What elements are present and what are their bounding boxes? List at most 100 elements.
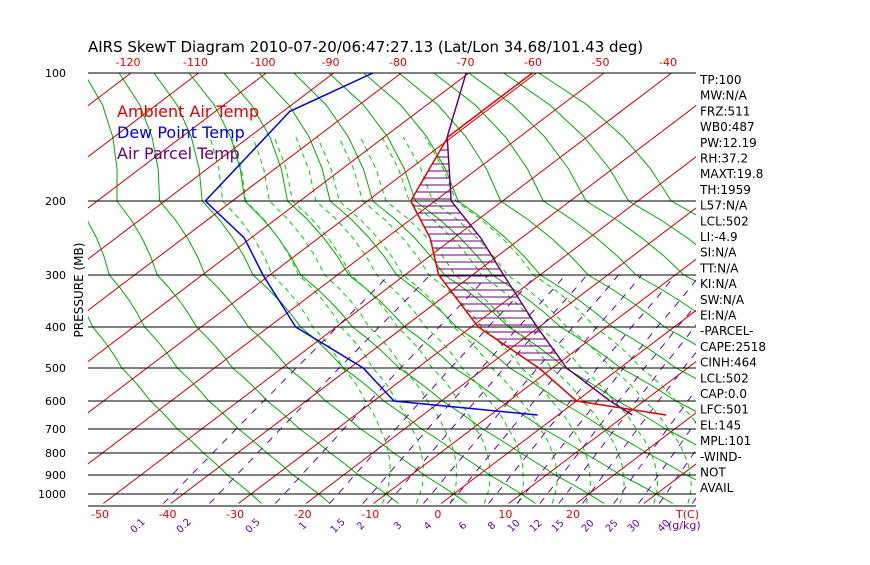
dry-adiabat-line — [88, 220, 331, 504]
index-label: LCL:502 — [700, 371, 749, 385]
isotherm-line — [643, 463, 696, 504]
bottom-temp-tick-label: -30 — [226, 508, 244, 521]
isotherm-line — [88, 73, 335, 260]
isotherm-line — [88, 73, 605, 465]
moist-adiabat-line — [359, 136, 625, 504]
mixing-ratio-line — [638, 421, 696, 504]
isotherm-line — [88, 73, 537, 414]
index-label: LFC:501 — [700, 403, 749, 417]
ambient-temp-line — [409, 73, 667, 416]
dry-adiabat-line — [363, 73, 696, 380]
index-label: MAXT:19.8 — [700, 167, 763, 181]
dry-adiabat-line — [433, 73, 696, 313]
mixing-ratio-line — [329, 274, 537, 504]
mixing-ratio-tick-label: 15 — [550, 518, 567, 535]
mixing-ratio-tick-label: 3 — [392, 520, 404, 532]
isotherm-line — [88, 73, 132, 107]
bottom-temp-tick-label: -50 — [91, 508, 109, 521]
bottom-temp-tick-label: -20 — [294, 508, 312, 521]
index-label: CAP:0.0 — [700, 387, 747, 401]
mixing-ratio-line — [658, 449, 696, 504]
legend-parcel-temp: Air Parcel Temp — [117, 144, 240, 163]
bottom-temp-tick-label: 10 — [498, 508, 512, 521]
mixing-ratio-line — [613, 389, 696, 504]
cape-hatching — [411, 149, 561, 361]
mixing-ratio-line — [209, 274, 431, 504]
mixing-ratio-tick-label: 0.1 — [129, 517, 148, 536]
dry-adiabat-line — [398, 73, 696, 346]
mixing-ratio-line — [274, 274, 489, 504]
index-label: SW:N/A — [700, 293, 745, 307]
top-temp-tick-label: -50 — [592, 56, 610, 69]
pressure-tick-label: 700 — [45, 423, 66, 436]
pressure-tick-label: 100 — [45, 67, 66, 80]
moist-adiabat-line — [273, 136, 491, 504]
dry-adiabat-line — [258, 73, 696, 481]
dry-adiabat-line — [328, 73, 696, 413]
index-label: CAPE:2518 — [700, 340, 766, 354]
mixing-ratio-tick-label: 8 — [486, 520, 498, 532]
index-label: KI:N/A — [700, 277, 737, 291]
index-label: EI:N/A — [700, 309, 737, 323]
mixing-ratio-line — [423, 274, 619, 504]
top-temp-tick-label: -110 — [183, 56, 208, 69]
dry-adiabat-line — [188, 73, 605, 504]
index-label: L57:N/A — [700, 199, 748, 213]
dry-adiabat-line — [468, 73, 696, 283]
index-label: FRZ:511 — [700, 104, 750, 118]
mixing-ratio-tick-label: 1 — [297, 520, 309, 532]
mixing-ratio-tick-label: 25 — [604, 518, 621, 535]
pressure-tick-label: 1000 — [38, 488, 66, 501]
top-temp-tick-label: -100 — [251, 56, 276, 69]
isotherm-line — [88, 73, 470, 363]
index-label: WB0:487 — [700, 120, 755, 134]
isotherm-line — [508, 361, 696, 504]
dewpoint-temp-line — [204, 73, 538, 416]
mixing-ratio-line — [582, 351, 696, 504]
y-axis-label: PRESSURE (MB) — [72, 243, 86, 338]
isotherm-line — [238, 156, 696, 504]
mixing-ratio-tick-label: 4 — [422, 520, 434, 532]
moist-adiabat-line — [209, 136, 391, 504]
pressure-tick-label: 600 — [45, 395, 66, 408]
index-label: TH:1959 — [699, 183, 751, 197]
legend-ambient-temp: Ambient Air Temp — [117, 102, 259, 121]
isotherm-line — [847, 73, 870, 504]
index-label: PW:12.19 — [700, 136, 757, 150]
dry-adiabat-line — [293, 73, 696, 446]
index-label: TT:N/A — [699, 261, 739, 275]
bottom-temp-tick-label: -10 — [361, 508, 379, 521]
index-label: NOT — [700, 466, 726, 480]
skewt-grid — [88, 73, 870, 504]
mixing-ratio-line — [163, 274, 390, 504]
mixing-ratio-line — [488, 274, 676, 504]
pressure-tick-label: 900 — [45, 469, 66, 482]
dry-adiabat-line — [503, 73, 696, 246]
mixing-ratio-unit-label: (g/kg) — [668, 519, 701, 532]
index-label: EL:145 — [700, 418, 741, 432]
top-temp-tick-label: -40 — [659, 56, 677, 69]
index-label: RH:37.2 — [700, 152, 748, 166]
dry-adiabat-line — [153, 73, 536, 504]
index-label: MPL:101 — [700, 434, 751, 448]
temp-unit-label: T(C) — [675, 508, 699, 521]
mixing-ratio-line — [362, 274, 566, 504]
top-temp-tick-label: -70 — [457, 56, 475, 69]
pressure-tick-label: 300 — [45, 269, 66, 282]
index-label: LI:-4.9 — [700, 230, 738, 244]
mixing-ratio-tick-label: 12 — [528, 518, 545, 535]
legend: Ambient Air Temp Dew Point Temp Air Parc… — [117, 102, 259, 163]
mixing-ratio-line — [539, 304, 696, 504]
pressure-tick-label: 500 — [45, 362, 66, 375]
isotherm-line — [575, 412, 696, 504]
dry-adiabat-line — [88, 78, 399, 504]
mixing-ratio-tick-label: 1.5 — [329, 517, 348, 536]
top-temp-tick-label: -60 — [524, 56, 542, 69]
mixing-ratio-tick-label: 0.2 — [175, 517, 194, 536]
index-label: MW:N/A — [700, 89, 748, 103]
pressure-tick-label: 200 — [45, 195, 66, 208]
pressure-tick-label: 400 — [45, 321, 66, 334]
